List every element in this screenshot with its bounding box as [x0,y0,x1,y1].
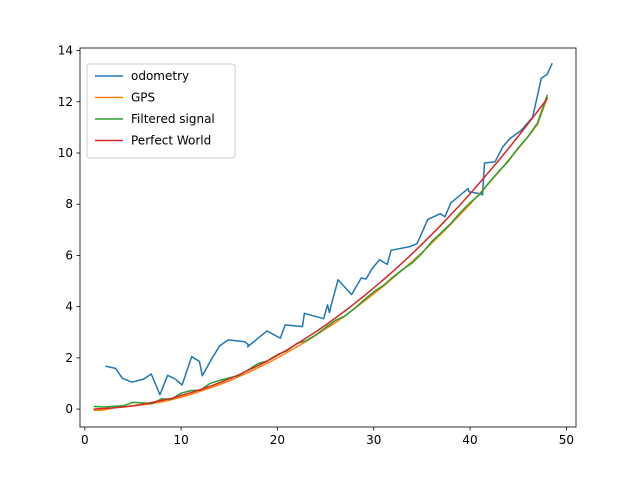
y-tick-label: 2 [65,351,73,365]
legend-label: Perfect World [131,134,211,148]
legend: odometry GPS Filtered signal Perfect World [86,63,236,159]
x-tick-label: 0 [81,433,89,447]
axes-frame [79,47,577,428]
y-tick-label: 0 [65,402,73,416]
legend-label: GPS [131,91,155,105]
legend-label: odometry [131,69,189,83]
x-tick-label: 20 [270,433,285,447]
legend-box [86,63,236,159]
series-line-perfect-world [93,97,549,410]
y-tick-label: 4 [65,300,73,314]
y-tick-label: 10 [58,146,73,160]
x-tick-label: 10 [173,433,188,447]
y-tick-label: 14 [58,44,73,58]
series-line-odometry [105,62,553,396]
legend-label: Filtered signal [131,112,215,126]
x-tick-label: 30 [366,433,381,447]
y-tick-label: 8 [65,197,73,211]
y-tick-label: 12 [58,95,73,109]
x-tick-label: 40 [462,433,477,447]
x-tick-label: 50 [559,433,574,447]
plot-area [79,47,577,428]
x-axis: 0 10 20 30 40 50 [81,427,574,447]
y-tick-label: 6 [65,248,73,262]
y-axis: 0 2 4 6 8 10 12 14 [58,44,80,416]
series-layer [93,62,553,412]
